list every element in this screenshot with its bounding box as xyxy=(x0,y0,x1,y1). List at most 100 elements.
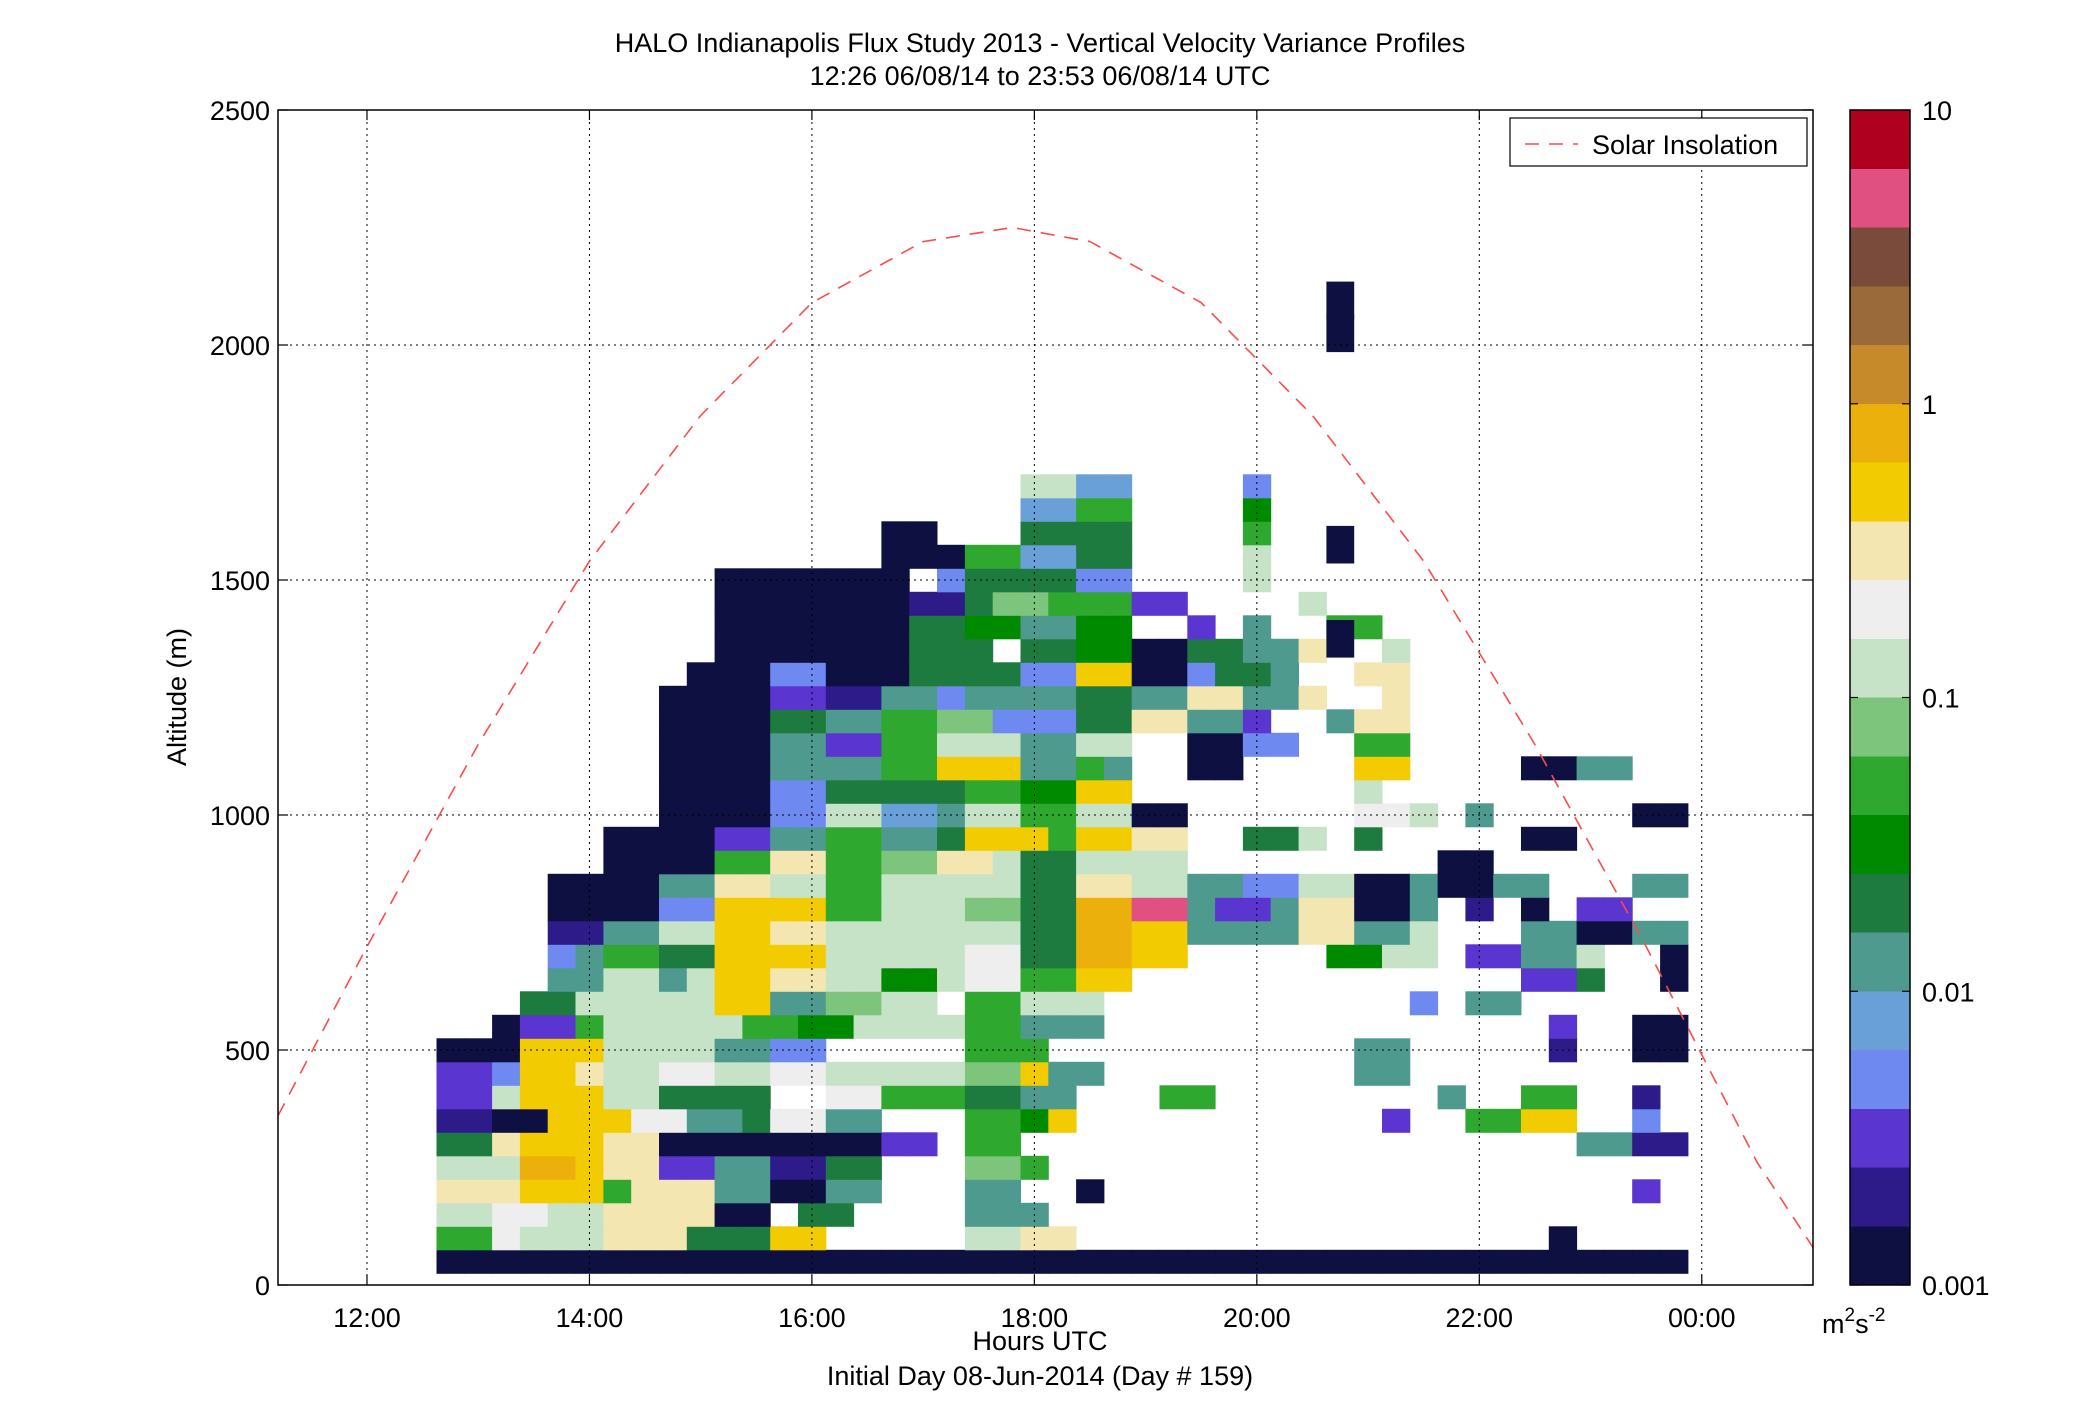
heatmap-cell xyxy=(686,1085,716,1110)
heatmap-cell xyxy=(1131,873,1160,898)
heatmap-cell xyxy=(964,991,994,1016)
heatmap-cell xyxy=(1215,756,1244,781)
heatmap-cell xyxy=(992,920,1021,945)
heatmap-cell xyxy=(1076,474,1105,499)
heatmap-cell xyxy=(881,756,910,781)
heatmap-cell xyxy=(1521,873,1550,898)
heatmap-cell xyxy=(686,897,716,922)
heatmap-cell xyxy=(881,850,910,875)
heatmap-cell xyxy=(742,826,771,851)
heatmap-cell xyxy=(714,1085,743,1110)
heatmap-cell xyxy=(964,662,994,687)
heatmap-cell xyxy=(1103,732,1133,757)
heatmap-cell xyxy=(686,991,716,1016)
heatmap-cell xyxy=(909,1061,938,1086)
heatmap-cell xyxy=(1187,638,1216,663)
heatmap-cell xyxy=(825,662,855,687)
heatmap-cell xyxy=(853,967,882,992)
heatmap-cell xyxy=(881,591,910,616)
heatmap-cell xyxy=(992,897,1021,922)
heatmap-cell xyxy=(1326,525,1355,564)
heatmap-cell xyxy=(1270,897,1299,922)
heatmap-cell xyxy=(686,1249,716,1274)
heatmap-cell xyxy=(1354,920,1383,945)
heatmap-cell xyxy=(1076,685,1105,710)
heatmap-cell xyxy=(992,1155,1021,1180)
heatmap-cell xyxy=(1521,944,1550,969)
heatmap-cell xyxy=(464,1155,493,1180)
heatmap-cell xyxy=(992,1249,1021,1274)
heatmap-cell xyxy=(547,920,576,945)
heatmap-cell xyxy=(1048,732,1077,757)
heatmap-cell xyxy=(631,873,660,898)
heatmap-cell xyxy=(909,920,938,945)
y-tick-label: 1000 xyxy=(210,801,270,831)
y-tick-label: 500 xyxy=(225,1036,270,1066)
heatmap-cell xyxy=(1354,873,1383,898)
heatmap-cell xyxy=(1521,1249,1550,1274)
heatmap-cell xyxy=(1326,709,1355,734)
heatmap-cell xyxy=(881,1014,910,1039)
heatmap-cell xyxy=(853,1061,882,1086)
heatmap-cell xyxy=(964,1249,994,1274)
heatmap-cell xyxy=(798,1132,827,1157)
heatmap-cell xyxy=(1354,615,1383,640)
heatmap-cell xyxy=(881,709,910,734)
heatmap-cell xyxy=(547,967,576,992)
heatmap-cell xyxy=(770,779,799,804)
heatmap-cell xyxy=(519,1061,549,1086)
heatmap-cell xyxy=(825,1014,855,1039)
heatmap-cell xyxy=(937,756,966,781)
heatmap-cell xyxy=(1103,709,1133,734)
heatmap-cell xyxy=(1076,897,1105,922)
heatmap-cell xyxy=(1298,920,1327,945)
heatmap-cell xyxy=(686,850,716,875)
heatmap-cell xyxy=(770,897,799,922)
colorbar-tick-label: 1 xyxy=(1922,390,1937,420)
heatmap-cell xyxy=(742,638,771,663)
heatmap-cell xyxy=(770,991,799,1016)
heatmap-cell xyxy=(798,1249,827,1274)
heatmap-cell xyxy=(659,850,688,875)
heatmap-cells xyxy=(436,281,1689,1274)
heatmap-cell xyxy=(1187,756,1216,781)
heatmap-cell xyxy=(1270,826,1299,851)
heatmap-cell xyxy=(992,1132,1021,1157)
heatmap-cell xyxy=(1354,732,1383,757)
heatmap-cell xyxy=(770,756,799,781)
heatmap-cell xyxy=(714,1108,743,1133)
heatmap-cell xyxy=(1048,615,1077,640)
heatmap-cell xyxy=(1409,873,1439,898)
heatmap-cell xyxy=(686,709,716,734)
heatmap-cell xyxy=(1409,897,1439,922)
heatmap-cell xyxy=(881,638,910,663)
heatmap-cell xyxy=(853,756,882,781)
heatmap-cell xyxy=(825,944,855,969)
heatmap-cell xyxy=(992,944,1021,969)
heatmap-cell xyxy=(992,1226,1021,1251)
heatmap-cell xyxy=(1131,826,1160,851)
heatmap-cell xyxy=(1465,850,1494,875)
heatmap-cell xyxy=(1215,638,1244,663)
y-tick-label: 1500 xyxy=(210,566,270,596)
heatmap-cell xyxy=(825,1202,855,1227)
heatmap-cell xyxy=(631,1179,660,1204)
heatmap-cell xyxy=(603,967,632,992)
heatmap-cell xyxy=(1131,920,1160,945)
heatmap-cell xyxy=(1076,826,1105,851)
heatmap-cell xyxy=(1382,803,1411,828)
heatmap-cell xyxy=(659,873,688,898)
heatmap-cell xyxy=(1103,967,1133,992)
heatmap-cell xyxy=(1048,638,1077,663)
heatmap-cell xyxy=(1048,991,1077,1016)
heatmap-cell xyxy=(436,1249,465,1274)
heatmap-cell xyxy=(1076,732,1105,757)
heatmap-cell xyxy=(992,685,1021,710)
heatmap-cell xyxy=(992,732,1021,757)
heatmap-cell xyxy=(1409,944,1439,969)
heatmap-cell xyxy=(798,685,827,710)
heatmap-cell xyxy=(909,756,938,781)
heatmap-cell xyxy=(659,826,688,851)
heatmap-cell xyxy=(686,756,716,781)
heatmap-cell xyxy=(631,1061,660,1086)
